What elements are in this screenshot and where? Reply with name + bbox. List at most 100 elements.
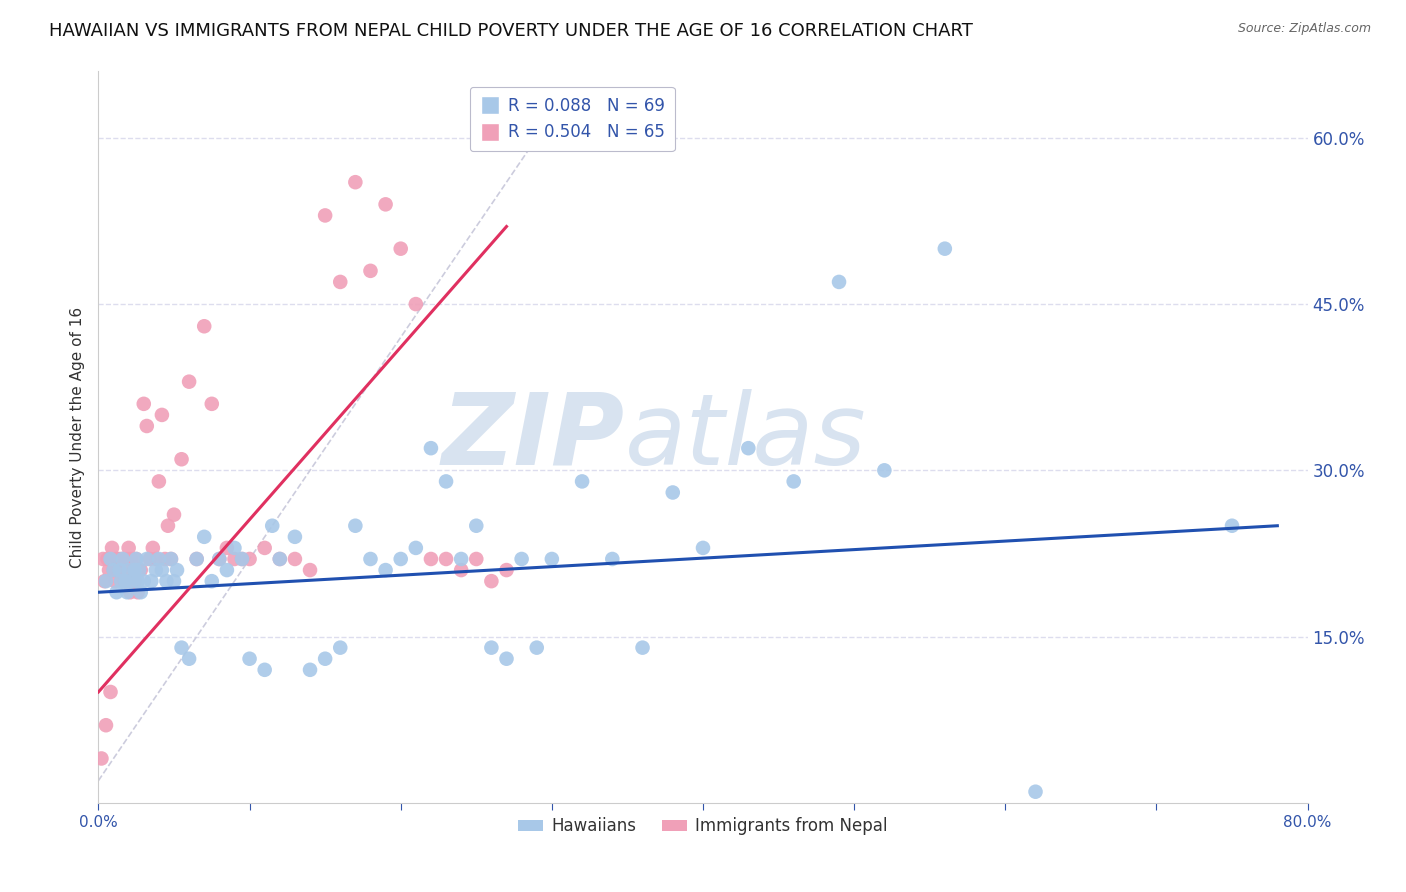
- Point: [231, 552, 253, 566]
- Point: [103, 563, 125, 577]
- Point: [465, 552, 488, 566]
- Point: [110, 574, 132, 589]
- Point: [139, 552, 162, 566]
- Point: [269, 552, 291, 566]
- Point: [186, 552, 208, 566]
- Point: [166, 563, 188, 577]
- Point: [127, 585, 149, 599]
- Point: [201, 574, 224, 589]
- Point: [269, 552, 291, 566]
- Point: [148, 552, 170, 566]
- Point: [115, 552, 138, 566]
- Point: [163, 508, 186, 522]
- Point: [450, 563, 472, 577]
- Point: [128, 563, 150, 577]
- Y-axis label: Child Poverty Under the Age of 16: Child Poverty Under the Age of 16: [69, 307, 84, 567]
- Point: [94, 574, 117, 589]
- Point: [121, 552, 143, 566]
- Point: [94, 718, 117, 732]
- Point: [125, 552, 148, 566]
- Point: [495, 563, 517, 577]
- Text: atlas: atlas: [624, 389, 866, 485]
- Point: [329, 275, 352, 289]
- Point: [118, 541, 141, 555]
- Point: [631, 640, 654, 655]
- Point: [934, 242, 956, 256]
- Point: [434, 475, 457, 489]
- Point: [481, 574, 503, 589]
- Point: [314, 209, 336, 223]
- Point: [1024, 785, 1046, 799]
- Point: [344, 518, 367, 533]
- Point: [262, 518, 284, 533]
- Point: [104, 574, 127, 589]
- Point: [103, 563, 125, 577]
- Point: [450, 552, 472, 566]
- Point: [253, 663, 276, 677]
- Point: [374, 563, 396, 577]
- Point: [120, 585, 142, 599]
- Point: [98, 563, 121, 577]
- Point: [465, 518, 488, 533]
- Point: [108, 552, 131, 566]
- Point: [344, 175, 367, 189]
- Point: [602, 552, 624, 566]
- Point: [153, 552, 176, 566]
- Point: [783, 475, 806, 489]
- Point: [100, 685, 122, 699]
- Point: [150, 563, 173, 577]
- Point: [107, 563, 129, 577]
- Point: [105, 585, 128, 599]
- Point: [329, 640, 352, 655]
- Point: [132, 397, 155, 411]
- Point: [148, 475, 170, 489]
- Point: [389, 552, 412, 566]
- Point: [239, 552, 262, 566]
- Point: [110, 563, 132, 577]
- Point: [124, 574, 146, 589]
- Point: [299, 663, 322, 677]
- Point: [481, 640, 503, 655]
- Point: [96, 552, 118, 566]
- Point: [208, 552, 231, 566]
- Point: [374, 197, 396, 211]
- Point: [160, 552, 183, 566]
- Point: [420, 552, 443, 566]
- Point: [160, 552, 183, 566]
- Point: [101, 541, 124, 555]
- Point: [215, 541, 238, 555]
- Point: [405, 297, 427, 311]
- Point: [193, 319, 215, 334]
- Point: [737, 441, 759, 455]
- Point: [284, 530, 307, 544]
- Point: [128, 563, 150, 577]
- Point: [125, 552, 148, 566]
- Point: [284, 552, 307, 566]
- Point: [179, 651, 201, 665]
- Point: [224, 541, 246, 555]
- Point: [201, 397, 224, 411]
- Point: [193, 530, 215, 544]
- Point: [208, 552, 231, 566]
- Point: [828, 275, 851, 289]
- Point: [145, 563, 167, 577]
- Point: [571, 475, 593, 489]
- Legend: Hawaiians, Immigrants from Nepal: Hawaiians, Immigrants from Nepal: [512, 811, 894, 842]
- Point: [129, 585, 152, 599]
- Point: [873, 463, 896, 477]
- Point: [389, 242, 412, 256]
- Point: [540, 552, 562, 566]
- Point: [132, 574, 155, 589]
- Point: [155, 574, 177, 589]
- Point: [112, 574, 135, 589]
- Point: [224, 552, 246, 566]
- Point: [434, 552, 457, 566]
- Point: [90, 751, 112, 765]
- Point: [170, 640, 193, 655]
- Point: [1220, 518, 1243, 533]
- Point: [142, 541, 165, 555]
- Point: [93, 574, 115, 589]
- Point: [135, 552, 157, 566]
- Point: [111, 552, 134, 566]
- Point: [118, 563, 141, 577]
